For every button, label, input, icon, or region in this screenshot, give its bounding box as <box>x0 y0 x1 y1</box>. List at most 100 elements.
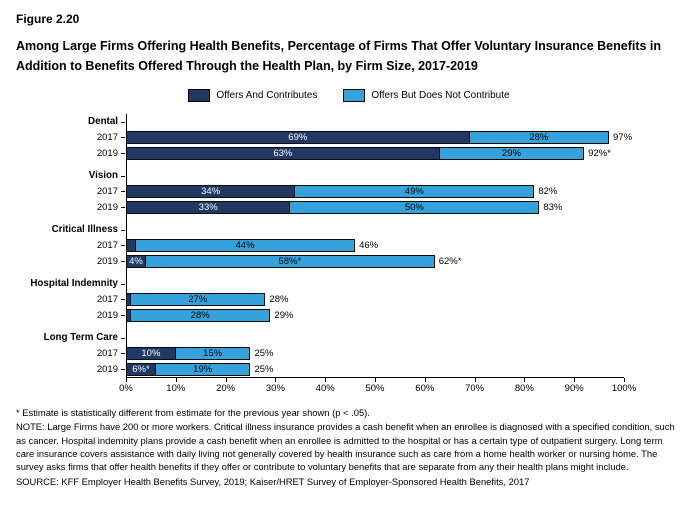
legend-label: Offers And Contributes <box>216 90 318 101</box>
bar-total-label: 46% <box>359 239 379 251</box>
x-tick-label: 100% <box>611 383 637 394</box>
bar-row: 2017 44% 46% <box>22 237 624 253</box>
legend: Offers And Contributes Offers But Does N… <box>16 89 682 102</box>
x-tick-mark <box>474 378 476 382</box>
bar-area: 69% 28% 97% <box>121 130 632 144</box>
x-tick-label: 10% <box>166 383 186 394</box>
bar-segment-offers-but-does-not-contribute: 15% <box>175 346 251 360</box>
group-row: Long Term Care <box>22 330 624 345</box>
bar-row: 2019 6%* 19% 25% <box>22 361 624 377</box>
year-label: 2017 <box>96 347 118 359</box>
bar-segment-offers-but-does-not-contribute: 50% <box>290 200 540 214</box>
year-label: 2019 <box>96 147 118 159</box>
bar-segment-offers-but-does-not-contribute: 29% <box>439 146 585 160</box>
footnotes: * Estimate is statistically different fr… <box>16 406 682 488</box>
x-tick-mark <box>175 378 177 382</box>
legend-swatch-navy-icon <box>188 89 211 102</box>
legend-label: Offers But Does Not Contribute <box>371 90 510 101</box>
x-tick-label: 90% <box>564 383 584 394</box>
bar-value-label: 63% <box>273 147 293 159</box>
x-tick-label: 70% <box>465 383 485 394</box>
x-tick-label: 40% <box>315 383 335 394</box>
footnote-note: NOTE: Large Firms have 200 or more worke… <box>16 421 675 473</box>
group-label: Hospital Indemnity <box>30 278 118 289</box>
bar-row: 2017 10% 15% 25% <box>22 345 624 361</box>
group-label: Critical Illness <box>51 224 118 235</box>
bar-chart: Dental 2017 69% 28% 97% 2019 63% 29% 92%* Vision 2… <box>22 114 682 396</box>
bar-segment-offers-but-does-not-contribute: 28% <box>130 308 271 322</box>
group-row: Critical Illness <box>22 222 624 237</box>
year-label: 2017 <box>96 185 118 197</box>
figure-page: Figure 2.20 Among Large Firms Offering H… <box>16 12 682 488</box>
legend-item-offers-and-contributes: Offers And Contributes <box>188 89 317 102</box>
legend-item-offers-but-does-not-contribute: Offers But Does Not Contribute <box>343 89 510 102</box>
bar-segment-offers-but-does-not-contribute: 44% <box>135 238 356 252</box>
group-label: Vision <box>88 170 118 181</box>
bar-area: 34% 49% 82% <box>121 184 624 198</box>
bar-total-label: 82% <box>538 185 558 197</box>
bar-value-label: 34% <box>201 185 221 197</box>
bar-value-label: 10% <box>141 347 161 359</box>
bar-segment-offers-and-contributes <box>126 238 136 252</box>
bar-area: 44% 46% <box>121 238 624 252</box>
bar-value-label: 4% <box>129 255 143 267</box>
x-tick-mark <box>624 378 625 382</box>
bar-segment-offers-and-contributes: 63% <box>126 146 440 160</box>
bar-segment-offers-and-contributes: 4% <box>126 254 146 268</box>
x-axis: 0% 10% 20% 30% 40% 50% 60% 70% 80% 90% 100% <box>119 378 636 396</box>
bar-area: 33% 50% 83% <box>121 200 624 214</box>
bar-value-label: 33% <box>198 201 218 213</box>
year-label: 2019 <box>96 363 118 375</box>
bar-segment-offers-and-contributes: 69% <box>126 130 470 144</box>
bar-value-label: 28% <box>190 309 210 321</box>
bar-value-label: 15% <box>203 347 223 359</box>
x-tick-mark <box>375 378 376 382</box>
x-tick-mark <box>275 378 277 382</box>
bar-area: 6%* 19% 25% <box>121 362 624 376</box>
x-tick-mark <box>524 378 526 382</box>
year-label: 2019 <box>96 309 118 321</box>
bar-total-label: 97% <box>613 131 633 143</box>
bar-row: 2019 4% 58%* 62%* <box>22 253 624 269</box>
figure-number: Figure 2.20 <box>16 12 80 26</box>
bar-value-label: 49% <box>404 185 424 197</box>
bar-value-label: 69% <box>288 131 308 143</box>
bar-value-label: 6%* <box>132 363 150 375</box>
bar-value-label: 50% <box>404 201 424 213</box>
bar-value-label: 29% <box>501 147 521 159</box>
x-tick-label: 20% <box>216 383 236 394</box>
bar-area: 63% 29% 92%* <box>121 146 624 160</box>
bar-total-label: 92%* <box>588 147 611 159</box>
bar-segment-offers-and-contributes <box>126 308 131 322</box>
group-row: Dental <box>22 114 624 129</box>
group-label: Long Term Care <box>43 332 118 343</box>
year-label: 2019 <box>96 201 118 213</box>
bar-total-label: 29% <box>274 309 294 321</box>
bar-segment-offers-and-contributes: 34% <box>126 184 296 198</box>
bar-segment-offers-but-does-not-contribute: 58%* <box>145 254 435 268</box>
bar-segment-offers-and-contributes <box>126 292 131 306</box>
x-tick-mark <box>325 378 327 382</box>
year-label: 2017 <box>96 131 118 143</box>
x-tick-mark <box>574 378 576 382</box>
x-tick-label: 30% <box>265 383 285 394</box>
bar-value-label: 28% <box>529 131 549 143</box>
bar-value-label: 58%* <box>278 255 302 267</box>
bar-total-label: 28% <box>269 293 289 305</box>
figure-title: Among Large Firms Offering Health Benefi… <box>16 39 662 73</box>
bar-area: 4% 58%* 62%* <box>121 254 624 268</box>
x-tick-label: 50% <box>365 383 385 394</box>
bar-total-label: 25% <box>254 363 274 375</box>
x-tick-label: 60% <box>415 383 435 394</box>
bar-segment-offers-and-contributes: 6%* <box>126 362 156 376</box>
x-axis-line <box>126 377 624 378</box>
group-label: Dental <box>88 116 118 127</box>
x-tick-label: 80% <box>514 383 534 394</box>
bar-segment-offers-but-does-not-contribute: 49% <box>295 184 535 198</box>
bar-value-label: 44% <box>235 239 255 251</box>
group-row: Vision <box>22 168 624 183</box>
bar-value-label: 19% <box>193 363 213 375</box>
group-row: Hospital Indemnity <box>22 276 624 291</box>
bar-row: 2017 69% 28% 97% <box>22 129 632 145</box>
bar-segment-offers-and-contributes: 10% <box>126 346 176 360</box>
